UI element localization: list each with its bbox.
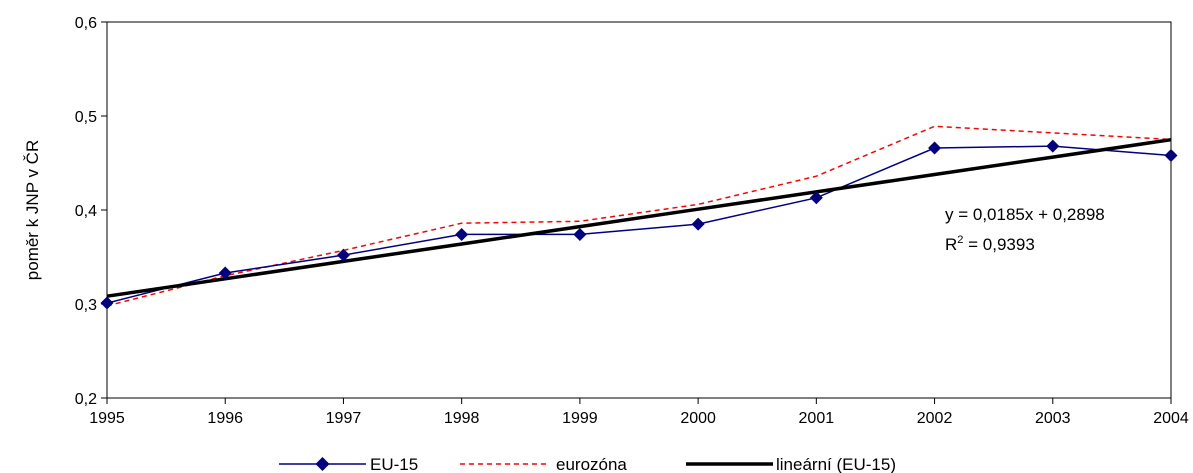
x-axis: 1995 1996 1997 1998 1999 2000 2001 2002 2003 2004 <box>89 398 1189 427</box>
series-eu15-point <box>691 217 705 231</box>
legend-diamond-marker-icon <box>315 457 330 471</box>
y-axis-title: poměr k JNP v ČR <box>23 140 42 280</box>
legend-item-trendline: lineární (EU-15) <box>686 455 896 473</box>
x-tick-label: 2004 <box>1153 410 1189 427</box>
r-squared-value: = 0,9393 <box>963 235 1034 254</box>
x-tick-label: 2000 <box>680 410 716 427</box>
r-squared-symbol: R <box>945 235 957 254</box>
x-tick-label: 2001 <box>799 410 835 427</box>
legend-label-eu15: EU-15 <box>370 455 418 473</box>
series-eu15-line <box>106 145 1172 304</box>
legend-item-eu15: EU-15 <box>279 455 418 473</box>
y-tick-label: 0,2 <box>75 391 97 408</box>
y-axis: 0,2 0,3 0,4 0,5 0,6 <box>75 15 107 408</box>
r-squared-superscript: 2 <box>957 234 963 246</box>
y-tick-label: 0,6 <box>75 15 97 32</box>
r-squared-label: R2 = 0,9393 <box>945 234 1035 254</box>
x-tick-label: 1995 <box>89 410 125 427</box>
series-trendline-line <box>106 137 1172 298</box>
y-tick-label: 0,5 <box>75 109 97 126</box>
legend-item-eurozona: eurozóna <box>460 455 627 473</box>
series-layer <box>100 125 1178 310</box>
series-eu15-point <box>1164 148 1178 162</box>
series-eu15-point <box>100 296 114 310</box>
series-eurozona-line <box>106 125 1172 307</box>
legend-label-trendline: lineární (EU-15) <box>776 455 896 473</box>
series-eu15-point <box>218 266 232 280</box>
x-tick-label: 1996 <box>207 410 243 427</box>
series-eu15-point <box>336 248 350 262</box>
x-tick-label: 2002 <box>917 410 953 427</box>
trendline-equation: y = 0,0185x + 0,2898 <box>945 205 1105 224</box>
series-eu15-point <box>573 227 587 241</box>
series-eu15-point <box>1046 139 1060 153</box>
plot-area <box>106 21 1172 399</box>
series-eu15-point <box>928 141 942 155</box>
series-eu15-point <box>455 227 469 241</box>
y-tick-label: 0,3 <box>75 297 97 314</box>
series-eu15-point <box>809 191 823 205</box>
x-tick-label: 1998 <box>444 410 480 427</box>
x-tick-label: 2003 <box>1035 410 1071 427</box>
plot-frame <box>106 21 1172 399</box>
x-tick-label: 1997 <box>326 410 362 427</box>
y-tick-label: 0,4 <box>75 203 97 220</box>
legend-label-eurozona: eurozóna <box>556 455 627 473</box>
legend: EU-15 eurozóna lineární (EU-15) <box>279 455 896 473</box>
x-tick-label: 1999 <box>562 410 598 427</box>
